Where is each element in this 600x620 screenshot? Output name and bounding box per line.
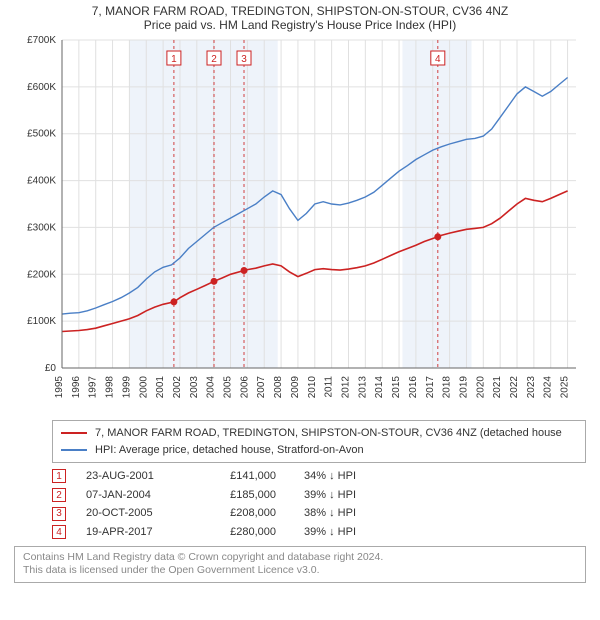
svg-text:2000: 2000: [138, 376, 149, 399]
svg-text:1999: 1999: [121, 376, 132, 399]
svg-text:2018: 2018: [442, 376, 453, 399]
chart-title-block: 7, MANOR FARM ROAD, TREDINGTON, SHIPSTON…: [0, 0, 600, 34]
svg-text:2004: 2004: [206, 376, 217, 399]
svg-text:£500K: £500K: [27, 129, 56, 140]
sales-marker: 3: [52, 507, 66, 521]
svg-text:1995: 1995: [54, 376, 65, 399]
svg-text:2022: 2022: [509, 376, 520, 399]
svg-text:1: 1: [171, 54, 177, 65]
svg-text:2: 2: [211, 54, 217, 65]
sales-row: 3 20-OCT-2005 £208,000 38% ↓ HPI: [52, 504, 586, 523]
svg-text:2016: 2016: [408, 376, 419, 399]
sales-date: 19-APR-2017: [86, 523, 186, 542]
svg-text:2017: 2017: [425, 376, 436, 399]
svg-text:4: 4: [435, 54, 441, 65]
sales-row: 2 07-JAN-2004 £185,000 39% ↓ HPI: [52, 486, 586, 505]
svg-text:1997: 1997: [88, 376, 99, 399]
svg-text:£400K: £400K: [27, 176, 56, 187]
svg-text:£100K: £100K: [27, 316, 56, 327]
svg-text:2005: 2005: [223, 376, 234, 399]
svg-text:2019: 2019: [458, 376, 469, 399]
svg-text:2020: 2020: [475, 376, 486, 399]
title-line-1: 7, MANOR FARM ROAD, TREDINGTON, SHIPSTON…: [8, 4, 592, 18]
sales-date: 20-OCT-2005: [86, 504, 186, 523]
svg-text:2012: 2012: [340, 376, 351, 399]
legend-label: 7, MANOR FARM ROAD, TREDINGTON, SHIPSTON…: [95, 425, 562, 442]
svg-text:2009: 2009: [290, 376, 301, 399]
svg-text:2006: 2006: [239, 376, 250, 399]
svg-text:£200K: £200K: [27, 269, 56, 280]
legend-row: HPI: Average price, detached house, Stra…: [61, 442, 577, 459]
svg-text:2014: 2014: [374, 376, 385, 399]
svg-text:2025: 2025: [560, 376, 571, 399]
svg-text:2011: 2011: [324, 376, 335, 398]
svg-text:£700K: £700K: [27, 35, 56, 46]
sales-date: 07-JAN-2004: [86, 486, 186, 505]
svg-text:2023: 2023: [526, 376, 537, 399]
legend: 7, MANOR FARM ROAD, TREDINGTON, SHIPSTON…: [52, 420, 586, 463]
sales-price: £280,000: [206, 523, 276, 542]
svg-text:£0: £0: [45, 363, 57, 374]
svg-text:£300K: £300K: [27, 222, 56, 233]
legend-swatch: [61, 449, 87, 451]
svg-text:2015: 2015: [391, 376, 402, 399]
svg-text:2024: 2024: [543, 376, 554, 399]
sales-table: 1 23-AUG-2001 £141,000 34% ↓ HPI 2 07-JAN-200…: [52, 467, 586, 542]
price-chart: £0 £100K £200K £300K £400K £500K £600K £700K 199…: [10, 34, 590, 414]
svg-text:1998: 1998: [105, 376, 116, 399]
sales-marker: 1: [52, 469, 66, 483]
legend-label: HPI: Average price, detached house, Stra…: [95, 442, 364, 459]
sales-hpi-gap: 39% ↓ HPI: [296, 486, 356, 505]
sales-date: 23-AUG-2001: [86, 467, 186, 486]
sales-price: £141,000: [206, 467, 276, 486]
svg-text:2013: 2013: [357, 376, 368, 399]
legend-row: 7, MANOR FARM ROAD, TREDINGTON, SHIPSTON…: [61, 425, 577, 442]
svg-text:1996: 1996: [71, 376, 82, 399]
legend-swatch: [61, 432, 87, 434]
title-line-2: Price paid vs. HM Land Registry's House …: [8, 18, 592, 32]
chart-svg: £0 £100K £200K £300K £400K £500K £600K £700K 199…: [10, 34, 590, 414]
footer-line-1: Contains HM Land Registry data © Crown c…: [23, 551, 577, 565]
sales-price: £208,000: [206, 504, 276, 523]
sales-row: 1 23-AUG-2001 £141,000 34% ↓ HPI: [52, 467, 586, 486]
sales-hpi-gap: 38% ↓ HPI: [296, 504, 356, 523]
svg-text:2010: 2010: [307, 376, 318, 399]
svg-text:3: 3: [241, 54, 247, 65]
attribution-footer: Contains HM Land Registry data © Crown c…: [14, 546, 586, 583]
sales-row: 4 19-APR-2017 £280,000 39% ↓ HPI: [52, 523, 586, 542]
sales-marker: 2: [52, 488, 66, 502]
svg-text:2007: 2007: [256, 376, 267, 399]
sales-hpi-gap: 34% ↓ HPI: [296, 467, 356, 486]
svg-text:2008: 2008: [273, 376, 284, 399]
svg-text:2003: 2003: [189, 376, 200, 399]
sales-hpi-gap: 39% ↓ HPI: [296, 523, 356, 542]
svg-text:2001: 2001: [155, 376, 166, 399]
svg-text:£600K: £600K: [27, 82, 56, 93]
sales-marker: 4: [52, 525, 66, 539]
svg-text:2021: 2021: [492, 376, 503, 399]
svg-text:2002: 2002: [172, 376, 183, 399]
footer-line-2: This data is licensed under the Open Gov…: [23, 564, 577, 578]
sales-price: £185,000: [206, 486, 276, 505]
